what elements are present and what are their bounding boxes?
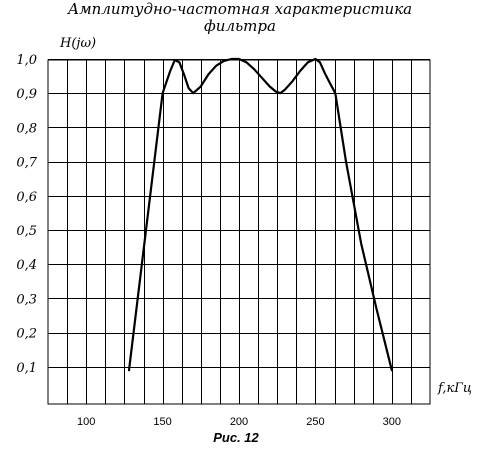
- x-axis-label: f,кГц: [437, 381, 472, 396]
- chart-title-line-2: фильтра: [204, 17, 276, 35]
- y-tick-label: 0,6: [16, 190, 37, 205]
- y-tick-label: 0,9: [16, 87, 37, 102]
- y-tick-labels: 0,1 0,2 0,3 0,4 0,5 0,6 0,7 0,8 0,9 1,0: [16, 53, 37, 376]
- y-axis-label: H(jω): [59, 36, 96, 51]
- y-tick-label: 0,8: [16, 121, 37, 136]
- y-tick-label: 0,1: [16, 361, 37, 376]
- y-tick-label: 0,4: [16, 258, 37, 273]
- grid: [48, 59, 430, 404]
- x-tick-label: 100: [77, 416, 95, 428]
- figure-caption: Рис. 12: [213, 430, 259, 445]
- x-tick-label: 150: [153, 416, 171, 428]
- chart-title-line-1: Амплитудно-частотная характеристика: [67, 0, 412, 18]
- y-tick-label: 0,5: [16, 224, 37, 239]
- x-tick-label: 250: [306, 416, 324, 428]
- y-tick-label: 0,7: [16, 156, 37, 171]
- y-tick-label: 0,3: [16, 292, 37, 307]
- x-tick-labels: 100 150 200 250 300: [77, 416, 401, 428]
- y-tick-label: 1,0: [16, 53, 37, 68]
- x-tick-label: 300: [383, 416, 401, 428]
- y-tick-label: 0,2: [16, 327, 37, 342]
- series-line-amplitude-response: [127, 57, 393, 372]
- x-tick-label: 200: [230, 416, 248, 428]
